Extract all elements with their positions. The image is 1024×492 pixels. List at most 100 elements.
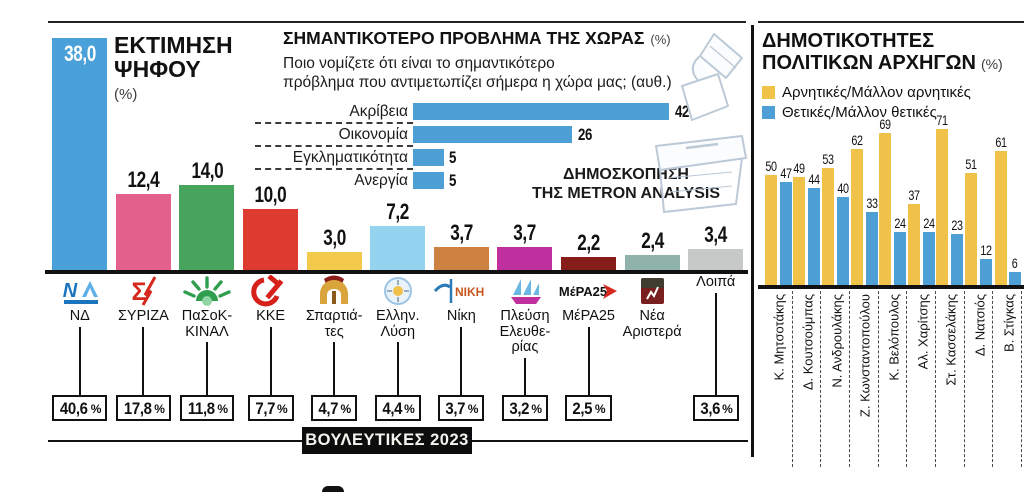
vote-bars: 38,0 12,4 14,0 10,0 3,0 7,2 3,7 3,7 2,2 2,4 3,4 [48,30,748,270]
leader-name-column: Ζ. Κωνσταντοπούλου [850,291,879,467]
problem-bar [413,172,444,189]
positive-bar [808,188,821,285]
percent-sign: % [722,401,733,416]
vote-bar [497,247,553,270]
leader-bar-cell: 71 [935,113,949,285]
leader-bar-group: 49 44 [793,161,822,285]
problem-row: Οικονομία 26 [255,123,753,147]
leader-bar-cell: 44 [807,172,821,285]
negative-bar [994,151,1007,285]
election-2023-value: 17,8% [115,395,171,421]
vote-party-strip: Ν ΝΔ 40,6% Σ ΣΥΡΙΖΑ 17,8% ΠαΣοΚ- ΚΙΝΑΛ 11,8% ΚΚΕ… [48,274,748,421]
vote-bar [370,226,426,270]
leader-bar-cell: 40 [836,181,850,285]
vote-column: 2,4 [620,228,684,270]
leader-bar-group: 50 47 [764,159,793,285]
leader-bar-group: 51 12 [964,157,993,285]
negative-bar [879,133,892,285]
vote-column: 38,0 [48,38,112,270]
leader-bar-cell: 6 [1008,256,1021,285]
negative-bar [793,177,806,285]
election-2023-value: 3,6% [692,395,739,421]
problem-category-label: Εγκληματικότητα [292,148,408,166]
pasok-kinal-logo [175,274,239,308]
leader-name: Δ. Κουτσούμπας [800,294,816,391]
problem-value-label: 42 [674,101,689,121]
leader-name-column: Ν. Ανδρουλάκης [821,291,851,467]
negative-legend-swatch [762,85,775,99]
election-2023-value: 3,2% [501,395,548,421]
poll-source-text: ΔΗΜΟΣΚΟΠΗΣΗ ΤΗΣ METRON ANALYSIS [532,166,720,202]
election-2023-value: 4,4% [374,395,421,421]
party-name: Σπαρτιά- τες [305,308,363,340]
party-column: ΠαΣοΚ- ΚΙΝΑΛ 11,8% [175,274,239,421]
party-name: ΣΥΡΙΖΑ [117,308,169,324]
vote-value-label: 7,2 [386,199,410,224]
leader-value-label: 23 [951,218,964,233]
popularity-title-line2: ΠΟΛΙΤΙΚΩΝ ΑΡΧΗΓΩΝ (%) [762,52,1003,74]
election-2023-number: 4,4 [382,398,402,418]
election-2023-number: 40,6 [60,398,88,418]
connector-line [714,292,717,395]
election-2023-number: 3,2 [509,398,529,418]
vote-value-label: 38,0 [63,41,96,66]
leader-bar-cell: 12 [979,243,993,285]
party-name: ΜέΡΑ25 [562,308,616,324]
popularity-legend: Αρνητικές/Μάλλον αρνητικές Θετικές/Μάλλο… [762,82,971,122]
right-top-rule [758,21,1024,23]
party-column: ΚΚΕ 7,7% [239,274,303,421]
percent-sign: % [90,401,102,416]
vote-column: 3,0 [302,225,366,270]
leader-bar-cell: 69 [878,117,892,285]
negative-bar [964,173,977,285]
vote-value-label: 14,0 [191,158,223,183]
vote-chart-unit: (%) [114,86,138,103]
nea-aristera-logo [620,274,684,308]
leader-bar-cell: 62 [850,133,864,285]
leader-value-label: 6 [1011,256,1018,271]
vote-bar [115,194,171,270]
vote-column: 12,4 [112,167,176,270]
vote-column: 14,0 [175,158,239,270]
nd-logo: Ν [48,274,112,308]
positive-bar [1008,272,1021,285]
connector-line [396,342,399,395]
election-2023-number: 11,8 [187,398,215,418]
connector-line [78,326,81,395]
elliniki-lysi-logo [366,274,430,308]
vote-value-label: 3,4 [704,222,728,247]
vote-bar: 38,0 [52,38,108,270]
election-2023-value: 4,7% [311,395,358,421]
leader-name: Ζ. Κωνσταντοπούλου [857,294,873,418]
election-2023-badge: ΒΟΥΛΕΥΤΙΚΕΣ 2023 [302,427,472,454]
positive-legend-swatch [762,105,775,119]
percent-sign: % [467,401,479,416]
vote-value-label: 12,4 [127,167,160,192]
leader-name: Β. Στίγκας [1001,294,1017,352]
negative-bar [936,129,949,285]
leader-value-label: 62 [850,133,863,148]
election-2023-value: 3,7% [438,395,485,421]
negative-bar [850,149,863,285]
leader-bar-group: 69 24 [878,117,907,285]
leader-bar-group: 37 24 [907,188,936,285]
election-2023-number: 17,8 [123,398,152,418]
svg-text:ΝΙΚΗ: ΝΙΚΗ [455,285,484,299]
leader-bar-cell: 53 [821,152,835,285]
connector-line [269,326,272,395]
problem-title-row: ΣΗΜΑΝΤΙΚΟΤΕΡΟ ΠΡΟΒΛΗΜΑ ΤΗΣ ΧΩΡΑΣ (%) [283,28,753,49]
leader-name: Ν. Ανδρουλάκης [829,294,845,388]
leader-value-label: 69 [879,117,892,132]
legend-row-positive: Θετικές/Μάλλον θετικές [762,102,971,122]
party-name: ΠαΣοΚ- ΚΙΝΑΛ [181,308,233,340]
vote-baseline [45,270,748,274]
party-name: Νέα Αριστερά [622,308,682,340]
connector-line [587,326,590,395]
vote-value-label: 3,0 [322,225,346,250]
leader-value-label: 71 [936,113,949,128]
vote-bar [624,255,680,270]
percent-sign: % [531,401,542,416]
connector-line [333,342,336,395]
leader-name: Αλ. Χαρίτσης [915,294,931,370]
popularity-chart-title: ΔΗΜΟΤΙΚΟΤΗΤΕΣ ΠΟΛΙΤΙΚΩΝ ΑΡΧΗΓΩΝ (%) [762,30,1003,74]
